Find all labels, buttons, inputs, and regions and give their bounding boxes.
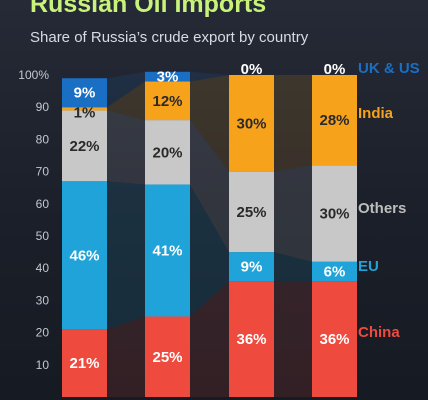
legend: China EU Others India UK & US bbox=[358, 60, 420, 341]
legend-label-eu: EU bbox=[358, 258, 379, 275]
segment-label-eu: 6% bbox=[324, 263, 346, 280]
segment-label-others: 30% bbox=[319, 205, 349, 222]
segment-label-others: 20% bbox=[152, 144, 182, 161]
bar-segment-china bbox=[229, 281, 274, 397]
segment-label-china: 36% bbox=[319, 331, 349, 348]
segment-label-others: 22% bbox=[69, 138, 99, 155]
flow-band-others bbox=[107, 110, 145, 185]
y-tick-label: 40 bbox=[36, 261, 50, 275]
segment-label-eu: 46% bbox=[69, 247, 99, 264]
y-axis-tick-labels: 10 20 30 40 50 60 70 80 90 100% bbox=[18, 68, 49, 372]
segment-label-uk-us: 0% bbox=[324, 61, 346, 78]
flow-band-uk-us bbox=[107, 71, 145, 108]
flow-band-india bbox=[107, 81, 145, 121]
bar-segment-eu bbox=[145, 184, 190, 317]
bar-segment-india bbox=[312, 75, 357, 166]
flow-band-china bbox=[107, 316, 145, 397]
segment-label-others: 25% bbox=[236, 204, 266, 221]
legend-label-others: Others bbox=[358, 200, 406, 217]
chart-subtitle: Share of Russia’s crude export by countr… bbox=[30, 29, 309, 46]
y-tick-label: 70 bbox=[36, 165, 50, 179]
bar-segment-india bbox=[145, 81, 190, 121]
bar-segment-india bbox=[229, 75, 274, 172]
bar-segment-uk-us bbox=[145, 71, 190, 82]
bar-segment-others bbox=[229, 171, 274, 253]
segment-label-china: 25% bbox=[152, 349, 182, 366]
y-tick-label: 50 bbox=[36, 229, 50, 243]
y-tick-label: 80 bbox=[36, 132, 50, 146]
bar-segment-china bbox=[62, 329, 107, 397]
flow-band-uk-us bbox=[190, 71, 229, 82]
segment-label-china: 21% bbox=[69, 355, 99, 372]
legend-label-uk-us: UK & US bbox=[358, 60, 420, 77]
segment-label-uk-us: 3% bbox=[157, 69, 179, 86]
y-tick-label: 20 bbox=[36, 326, 50, 340]
flow-band-china bbox=[274, 281, 312, 397]
bars bbox=[62, 71, 357, 397]
bar-segment-eu bbox=[62, 181, 107, 330]
segment-label-uk-us: 9% bbox=[74, 85, 96, 102]
segment-label-india: 28% bbox=[319, 112, 349, 129]
flow-band-eu bbox=[274, 252, 312, 282]
segment-label-uk-us: 0% bbox=[241, 61, 263, 78]
flow-band-india bbox=[274, 75, 312, 172]
legend-label-china: China bbox=[358, 324, 400, 341]
bar-segment-others bbox=[62, 110, 107, 182]
chart-title: Russian Oil Imports bbox=[30, 0, 267, 18]
bar-segment-eu bbox=[229, 252, 274, 282]
segment-label-india: 30% bbox=[236, 115, 266, 132]
bar-segment-china bbox=[312, 281, 357, 397]
flow-band-eu bbox=[190, 184, 229, 317]
y-tick-label: 90 bbox=[36, 100, 50, 114]
flow-band-others bbox=[190, 120, 229, 253]
flow-band-china bbox=[190, 281, 229, 397]
segment-label-eu: 9% bbox=[241, 259, 263, 276]
y-tick-label: 100% bbox=[18, 68, 49, 82]
bar-segment-uk-us bbox=[62, 78, 107, 108]
segment-label-china: 36% bbox=[236, 331, 266, 348]
flow-band-others bbox=[274, 165, 312, 262]
bar-segment-china bbox=[145, 316, 190, 397]
y-tick-label: 60 bbox=[36, 197, 50, 211]
bar-segment-others bbox=[145, 120, 190, 185]
bar-segment-eu bbox=[312, 261, 357, 282]
segment-labels: 21% 25% 36% 36% 46% 41% 9% 6% 22% 20% 25% 30% 1% 12% 3… bbox=[69, 61, 349, 372]
flow-band-eu bbox=[107, 181, 145, 330]
y-tick-label: 30 bbox=[36, 293, 50, 307]
segment-label-eu: 41% bbox=[152, 242, 182, 259]
segment-label-india: 1% bbox=[74, 104, 96, 121]
bar-segment-others bbox=[312, 165, 357, 262]
y-tick-label: 10 bbox=[36, 358, 50, 372]
flow-band-india bbox=[190, 75, 229, 172]
flow-bands bbox=[107, 71, 312, 397]
bar-segment-india bbox=[62, 107, 107, 111]
legend-label-india: India bbox=[358, 105, 394, 122]
segment-label-india: 12% bbox=[152, 93, 182, 110]
